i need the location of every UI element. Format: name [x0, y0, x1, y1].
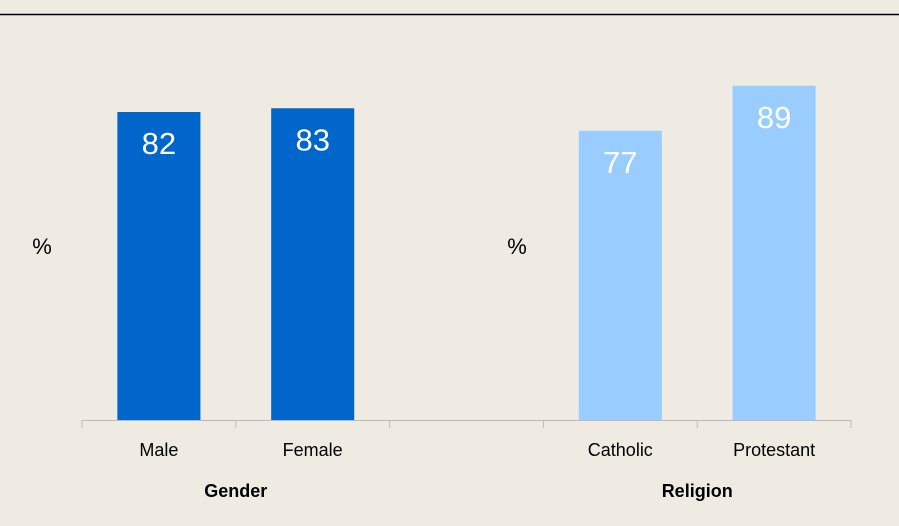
bar	[732, 85, 816, 420]
group-label: Religion	[662, 481, 733, 501]
x-tick-label: Catholic	[588, 440, 653, 460]
value-label: 83	[295, 122, 329, 157]
bar	[271, 108, 355, 420]
x-tick-label: Male	[139, 440, 178, 460]
x-tick-label: Female	[283, 440, 343, 460]
value-label: 82	[142, 126, 176, 161]
group-label: Gender	[204, 481, 267, 501]
bar	[578, 130, 662, 420]
x-tick-label: Protestant	[733, 440, 815, 460]
y-axis-label: %	[507, 234, 527, 259]
value-label: 89	[757, 100, 791, 135]
value-label: 77	[603, 145, 637, 180]
y-axis-label: %	[32, 234, 52, 259]
bar	[117, 112, 201, 421]
